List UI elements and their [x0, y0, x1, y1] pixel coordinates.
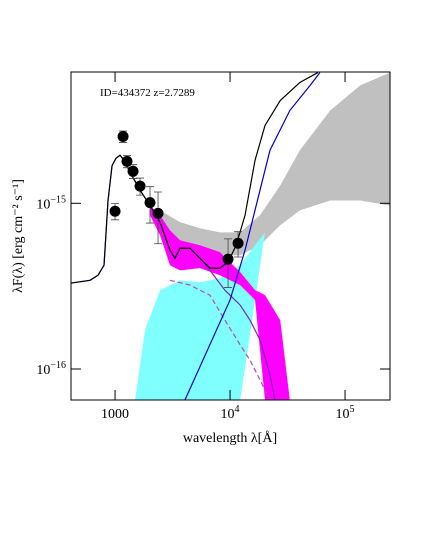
data-point: [232, 237, 244, 249]
tick-label-exponent: 5: [350, 404, 355, 415]
tick-label-exponent: 4: [235, 404, 240, 415]
tick-label-base: 10: [36, 363, 50, 378]
band: [160, 72, 390, 256]
data-point: [121, 155, 133, 167]
data-point: [134, 180, 146, 192]
data-point: [152, 207, 164, 219]
band: [150, 205, 290, 400]
y-axis-label: λF(λ) [erg cm⁻² s⁻¹]: [11, 179, 26, 293]
tick-label-exponent: −15: [50, 194, 66, 205]
x-axis-label: wavelength λ[Å]: [183, 430, 277, 446]
tick-label: 10−15: [36, 194, 66, 212]
tick-label: 10−16: [36, 360, 66, 378]
plot-area: [71, 72, 390, 400]
tick-label-exponent: −16: [50, 360, 66, 371]
tick-label: 1000: [101, 407, 129, 422]
data-point: [127, 165, 139, 177]
tick-label: 104: [221, 404, 240, 422]
data-point: [109, 205, 121, 217]
tick-label-base: 10: [221, 407, 235, 422]
model-line: [169, 279, 271, 400]
data-point: [144, 197, 156, 209]
data-point: [117, 131, 129, 143]
tick-label-base: 10: [36, 197, 50, 212]
annotation: ID=434372 z=2.7289: [100, 87, 195, 99]
model-line: [71, 72, 319, 284]
tick-label-base: 10: [336, 407, 350, 422]
data-point: [222, 253, 234, 265]
model-line: [184, 72, 321, 400]
tick-label: 105: [336, 404, 355, 422]
